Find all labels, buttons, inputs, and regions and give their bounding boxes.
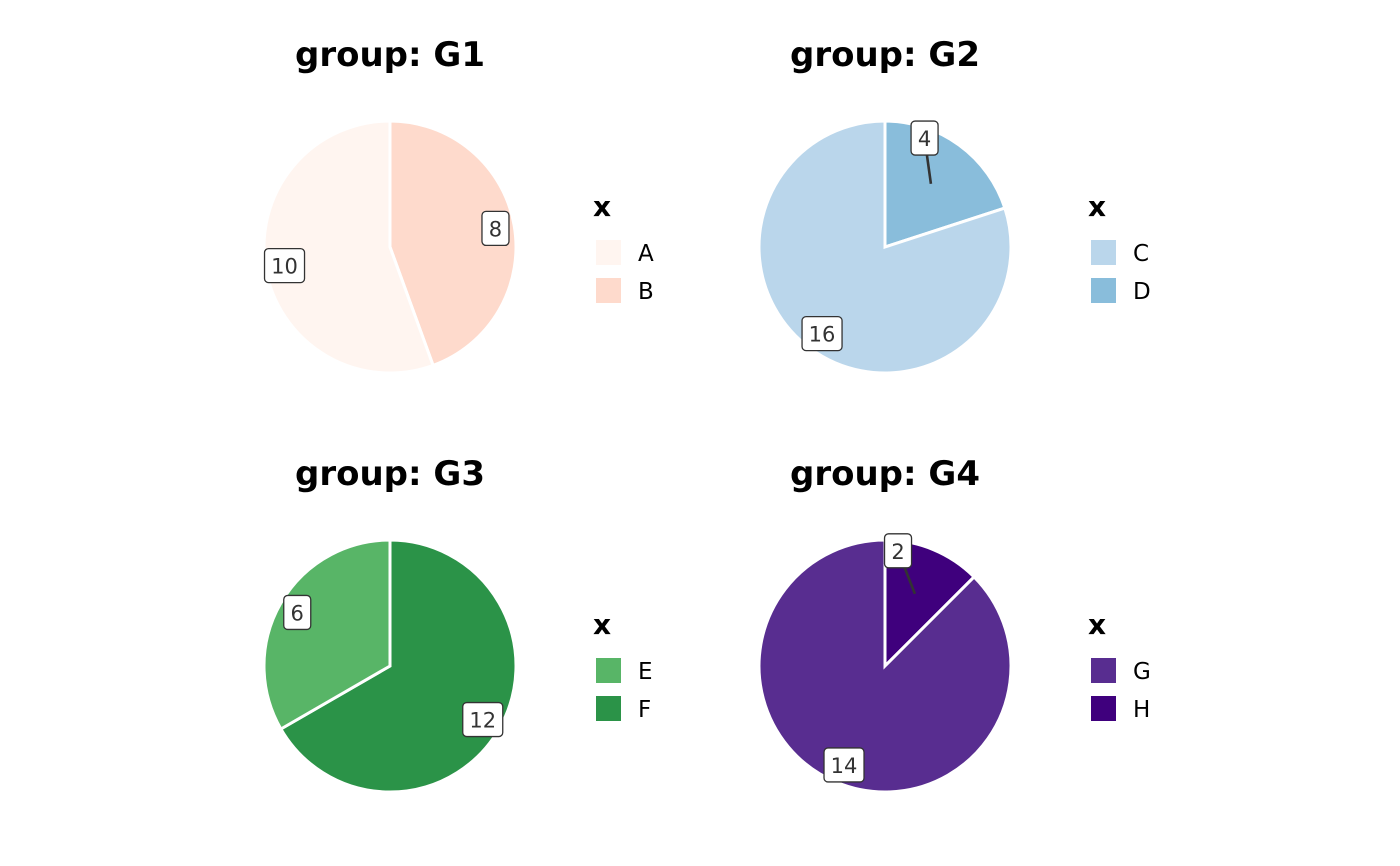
pie-panel-3: group: G3 12 6 x EF (262, 454, 653, 794)
legend-key-G (1091, 658, 1116, 683)
legend-key-H (1091, 696, 1116, 721)
legend-label: A (638, 241, 654, 267)
pie-slices (262, 538, 518, 794)
legend-key-C (1091, 240, 1116, 265)
data-label-box (462, 701, 504, 738)
legend-key-E (596, 658, 621, 683)
legend-label: C (1133, 241, 1149, 267)
legend-title: x (593, 608, 611, 641)
pie-slice-E (262, 538, 392, 732)
pie-panel-2: group: G2 4 16 x CD (757, 35, 1151, 375)
legend-key-B (596, 278, 621, 303)
pie-panel-4: group: G4 2 14 x GH (757, 454, 1151, 794)
pie-slices (262, 119, 518, 375)
legend: x CD (1088, 190, 1151, 305)
legend-label: G (1133, 659, 1151, 685)
pie-slice-G (757, 538, 1013, 794)
data-label: 10 (271, 255, 298, 279)
data-label: 4 (918, 127, 931, 151)
data-label-box (263, 247, 306, 284)
legend-label: D (1133, 279, 1151, 305)
legend-label: E (638, 659, 653, 685)
data-label-box (283, 594, 312, 631)
legend: x GH (1088, 608, 1151, 723)
data-labels: 12 6 (283, 594, 504, 738)
data-labels: 4 16 (801, 120, 939, 352)
data-label: 2 (891, 540, 904, 564)
legend-key-F (596, 696, 621, 721)
data-label: 6 (291, 601, 304, 625)
legend: x AB (593, 190, 654, 305)
data-label-box (910, 120, 939, 156)
data-label-box (883, 533, 913, 569)
legend-label: F (638, 697, 651, 723)
legend-key-D (1091, 278, 1116, 303)
data-label-box (823, 747, 865, 783)
legend: x EF (593, 608, 653, 723)
legend-key-A (596, 240, 621, 265)
data-label: 14 (831, 754, 858, 778)
legend-title: x (1088, 608, 1106, 641)
legend-label: B (638, 279, 654, 305)
legend-title: x (1088, 190, 1106, 223)
chart-title: group: G3 (295, 454, 485, 494)
chart-title: group: G1 (295, 35, 485, 75)
data-label-box (801, 315, 843, 352)
pie-slice-B (388, 119, 518, 368)
chart-title: group: G2 (790, 35, 980, 75)
data-labels: 8 10 (263, 210, 510, 284)
legend-title: x (593, 190, 611, 223)
pie-panel-1: group: G1 8 10 x AB (262, 35, 654, 375)
data-label: 16 (809, 323, 836, 347)
data-labels: 2 14 (823, 533, 917, 783)
legend-label: H (1133, 697, 1150, 723)
data-label: 12 (469, 709, 496, 733)
pie-slices (757, 538, 1013, 794)
chart-title: group: G4 (790, 454, 980, 494)
data-label-box (481, 210, 510, 247)
pie-slices (757, 119, 1013, 375)
data-label: 8 (489, 217, 502, 241)
